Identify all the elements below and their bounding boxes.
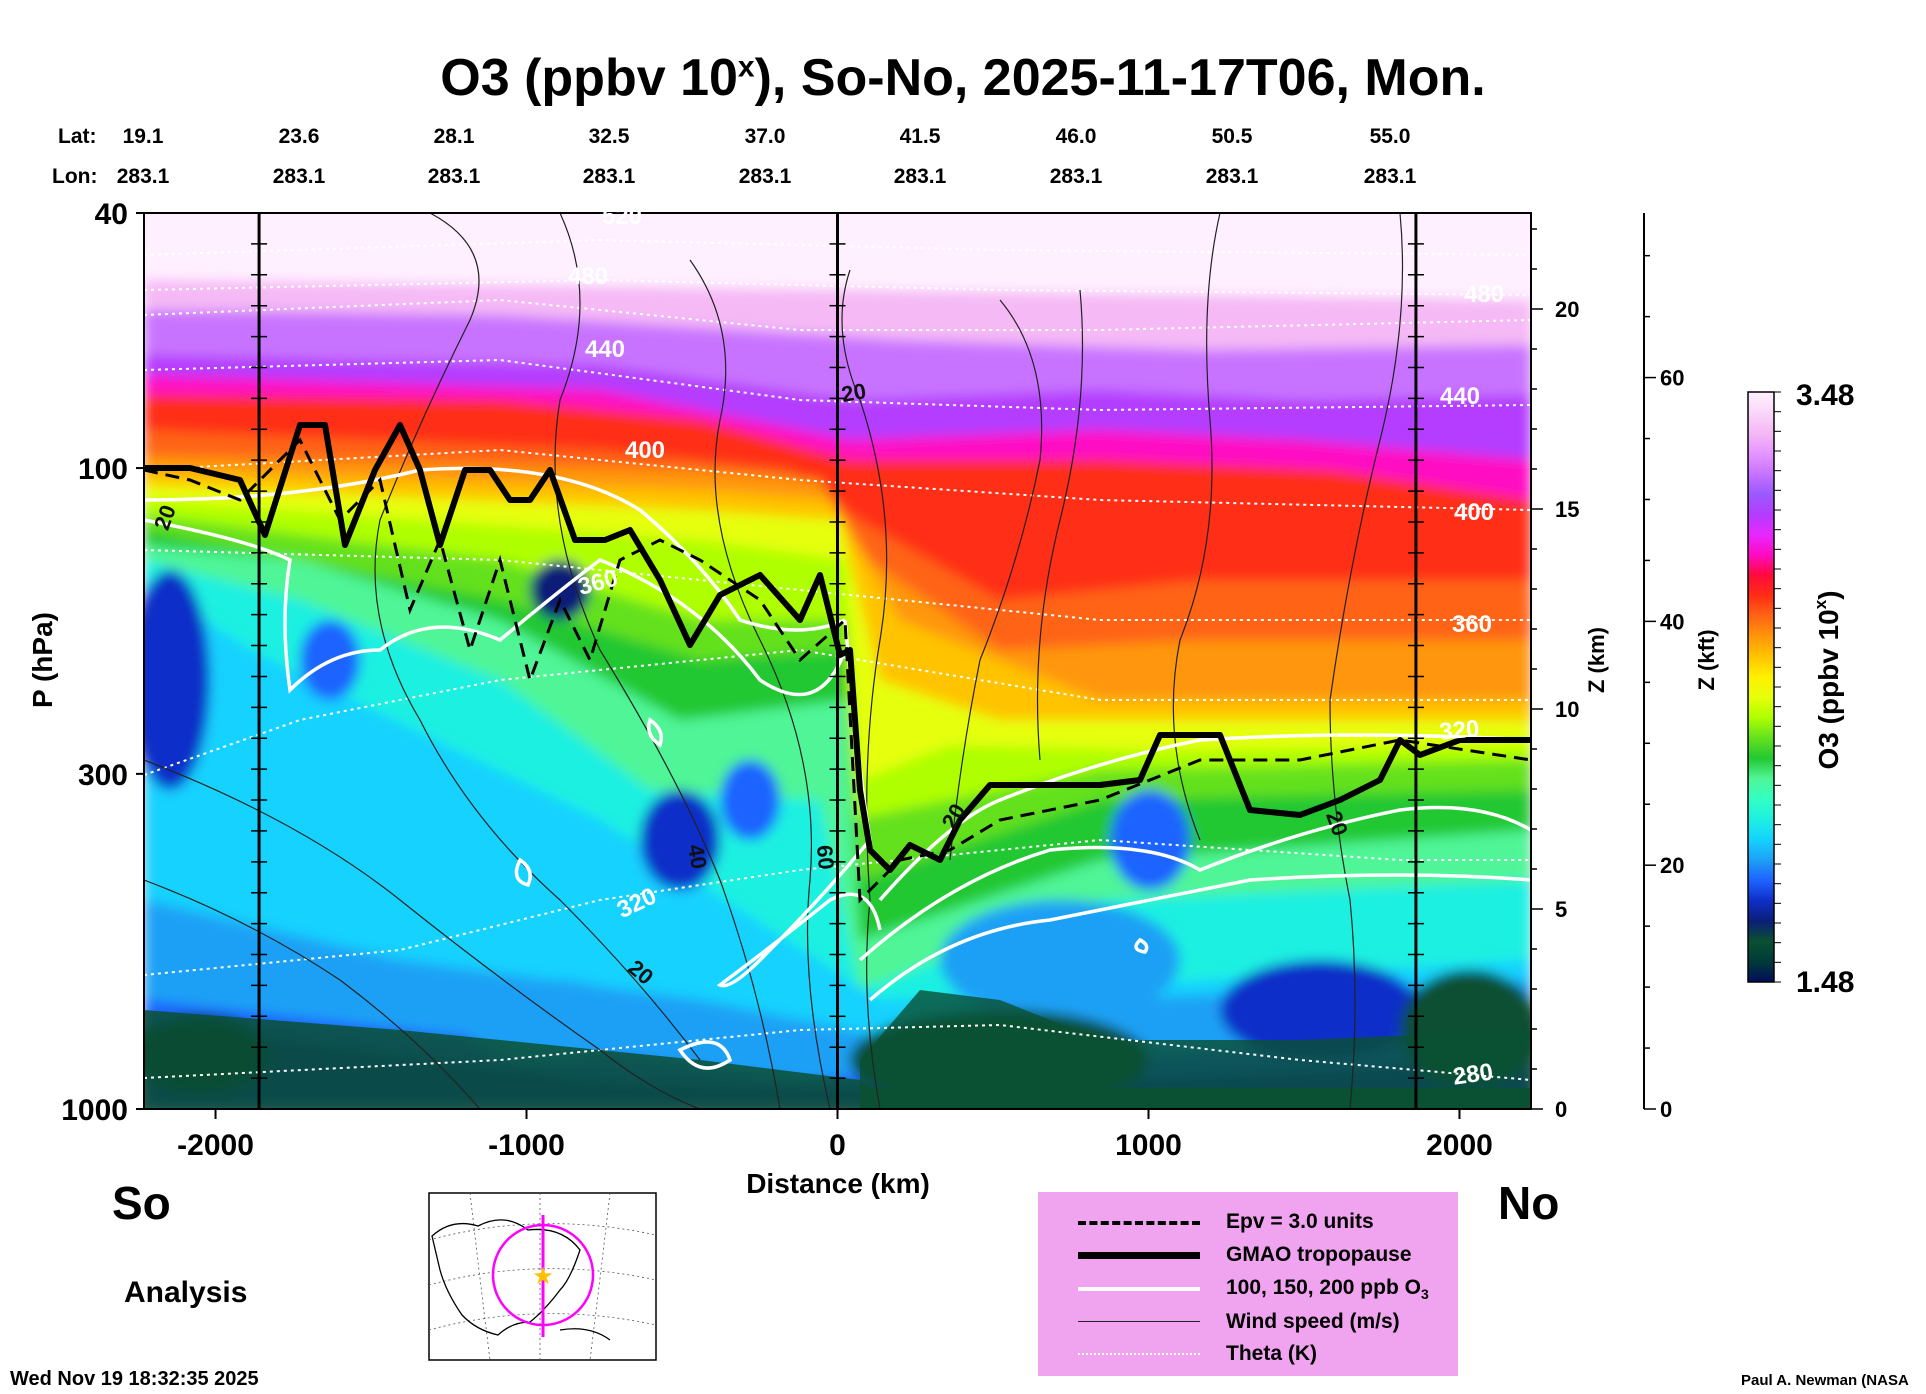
z-kft-tick-label: 0 — [1660, 1097, 1672, 1122]
south-label: So — [112, 1177, 171, 1229]
map-star-icon: ★ — [532, 1263, 554, 1290]
colorbar-label: O3 (ppbv 10x) — [1811, 590, 1844, 769]
north-label: No — [1498, 1177, 1560, 1229]
legend-epv: Epv = 3.0 units — [1038, 1206, 1458, 1238]
lat-value: 55.0 — [1369, 125, 1411, 148]
y-tick-label: 1000 — [61, 1094, 128, 1127]
lon-value: 283.1 — [1363, 165, 1417, 188]
lon-value: 283.1 — [582, 165, 636, 188]
z-kft-axis-title: Z (kft) — [1694, 629, 1719, 690]
x-tick-label: -2000 — [177, 1129, 254, 1162]
wind-contours — [144, 213, 1404, 1109]
theta-label: 280 — [1451, 1058, 1494, 1090]
theta-label: 440 — [1440, 383, 1480, 410]
wind-label: 40 — [683, 842, 712, 870]
z-km-tick-label: 0 — [1555, 1097, 1567, 1122]
lon-value: 283.1 — [116, 165, 170, 188]
x-axis-title: Distance (km) — [746, 1168, 930, 1199]
colorbar-max: 3.48 — [1796, 379, 1854, 412]
z-km-tick-label: 20 — [1555, 297, 1579, 322]
theta-label: 480 — [1464, 281, 1504, 308]
lon-value: 283.1 — [427, 165, 481, 188]
z-km-tick-label: 10 — [1555, 697, 1579, 722]
theta-label: 440 — [585, 336, 625, 363]
map-coastline — [431, 1219, 581, 1336]
tropopause-line — [144, 422, 1531, 873]
lon-value: 283.1 — [893, 165, 947, 188]
z-km-tick-label: 15 — [1555, 497, 1579, 522]
theta-contours — [144, 238, 1531, 1081]
colorbar — [1747, 391, 1775, 983]
lat-value: 46.0 — [1055, 125, 1097, 148]
lon-value: 283.1 — [272, 165, 326, 188]
y-axis-title: P (hPa) — [27, 612, 58, 708]
ozone-field — [144, 213, 1531, 1109]
z-kft-tick-label: 60 — [1660, 366, 1684, 391]
theta-label: 400 — [1454, 499, 1494, 526]
y-axis: 40 100 300 1000 — [61, 198, 144, 1127]
x-tick-label: 1000 — [1115, 1129, 1182, 1162]
analysis-label: Analysis — [124, 1276, 248, 1309]
lat-value: 37.0 — [744, 125, 786, 148]
legend-tropopause: GMAO tropopause — [1038, 1239, 1458, 1271]
lon-value: 283.1 — [738, 165, 792, 188]
lat-value: 41.5 — [899, 125, 941, 148]
legend-ozone-ppb: 100, 150, 200 ppb O3 — [1038, 1272, 1458, 1304]
chart-title: O3 (ppbv 10x), So-No, 2025-11-17T06, Mon… — [0, 48, 1926, 108]
legend-tropopause-text: GMAO tropopause — [1226, 1243, 1412, 1266]
colorbar-label-main: O3 (ppbv 10 — [1813, 609, 1844, 769]
theta-label: 320 — [1438, 715, 1480, 745]
chart-legend: Epv = 3.0 units GMAO tropopause 100, 150… — [1038, 1192, 1458, 1376]
z-km-axis-title: Z (km) — [1584, 627, 1609, 693]
title-superscript: x — [737, 50, 755, 84]
legend-wind: Wind speed (m/s) — [1038, 1306, 1458, 1338]
colorbar-ticks — [1774, 391, 1781, 983]
legend-theta-text: Theta (K) — [1226, 1342, 1317, 1365]
lon-value: 283.1 — [1049, 165, 1103, 188]
legend-epv-text: Epv = 3.0 units — [1226, 1210, 1374, 1233]
title-rest: ), So-No, 2025-11-17T06, Mon. — [754, 49, 1486, 107]
z-kft-axis: 0 20 40 60 — [1643, 213, 1684, 1122]
theta-label: 480 — [568, 263, 608, 290]
z-km-tick-label: 5 — [1555, 897, 1567, 922]
colorbar-label-rest: ) — [1813, 590, 1844, 599]
theta-label: 360 — [1452, 611, 1492, 638]
legend-ozone-ppb-text: 100, 150, 200 ppb O3 — [1226, 1276, 1429, 1302]
theta-label: 400 — [625, 437, 665, 464]
lat-value: 32.5 — [588, 125, 630, 148]
lat-value: 28.1 — [433, 125, 475, 148]
lat-value: 23.6 — [278, 125, 320, 148]
x-tick-label: 2000 — [1426, 1129, 1493, 1162]
location-map: ★ — [428, 1192, 657, 1361]
legend-wind-text: Wind speed (m/s) — [1226, 1310, 1400, 1333]
profile-lines — [251, 212, 1424, 1110]
z-km-axis: 0 5 10 15 20 — [1530, 213, 1579, 1122]
legend-theta: Theta (K) — [1038, 1338, 1458, 1370]
wind-label: 60 — [812, 844, 839, 871]
y-tick-label: 40 — [95, 198, 128, 231]
x-tick-label: 0 — [829, 1129, 846, 1162]
x-tick-label: -1000 — [488, 1129, 565, 1162]
theta-label: 520 — [602, 203, 642, 230]
lat-value: 50.5 — [1211, 125, 1253, 148]
footer-credit: Paul A. Newman (NASA — [1741, 1372, 1909, 1389]
wind-label: 20 — [839, 378, 867, 407]
lon-label: Lon: — [52, 165, 98, 188]
y-tick-label: 300 — [78, 759, 128, 792]
colorbar-min: 1.48 — [1796, 966, 1854, 999]
lat-value: 19.1 — [122, 125, 164, 148]
title-main: O3 (ppbv 10 — [440, 49, 738, 107]
footer-timestamp: Wed Nov 19 18:32:35 2025 — [10, 1368, 259, 1390]
x-axis: -2000 -1000 0 1000 2000 — [177, 1109, 1493, 1162]
z-kft-tick-label: 20 — [1660, 853, 1684, 878]
z-kft-tick-label: 40 — [1660, 609, 1684, 634]
lon-value: 283.1 — [1205, 165, 1259, 188]
y-tick-label: 100 — [78, 453, 128, 486]
legend-ozone-ppb-sub: 3 — [1420, 1286, 1429, 1303]
colorbar-label-sup: x — [1811, 599, 1830, 609]
legend-ozone-ppb-main: 100, 150, 200 ppb O — [1226, 1276, 1421, 1299]
lat-label: Lat: — [58, 125, 97, 148]
